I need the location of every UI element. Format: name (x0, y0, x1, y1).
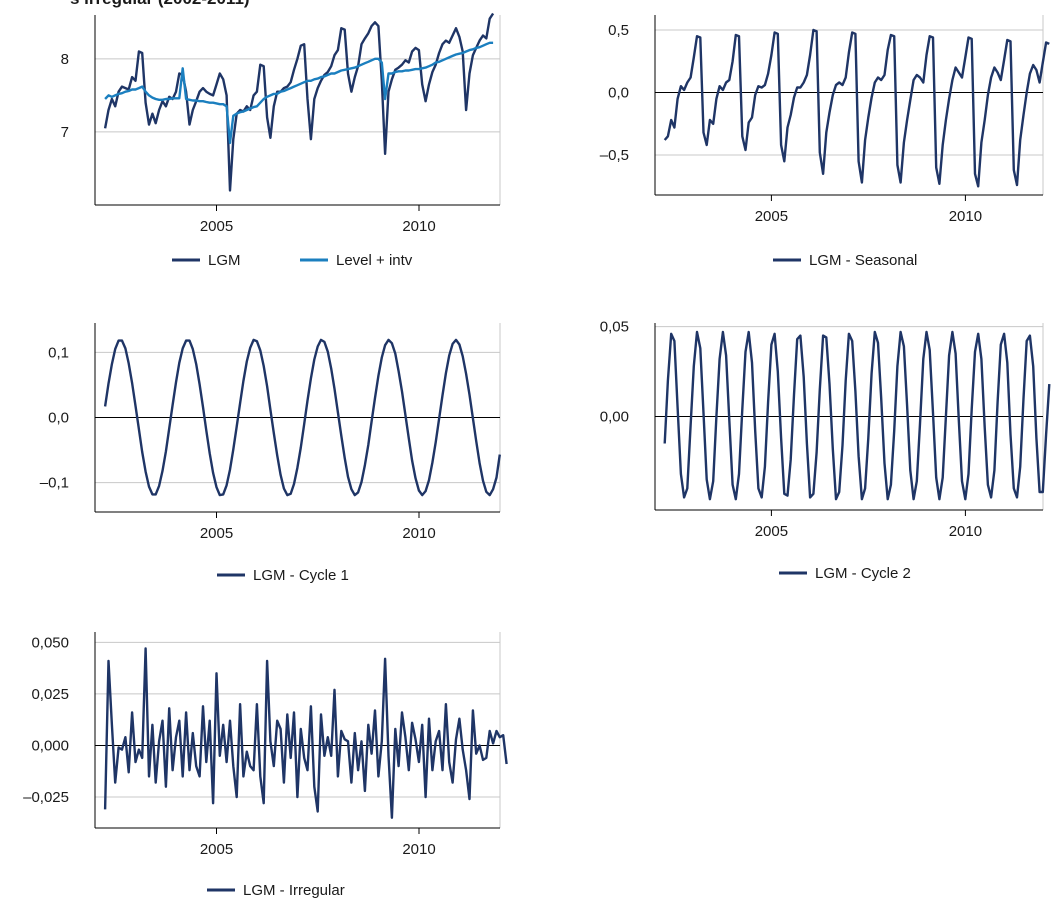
y-tick-label: 0,0 (608, 85, 629, 102)
chart-panel-cycle-2: 0,05 0,00 2005 2010 LGM - Cycle 2 (600, 319, 1051, 582)
y-tick-label: –0,1 (40, 475, 69, 492)
legend-label: LGM - Seasonal (809, 252, 917, 269)
panel-title-fragment: s irregular (2002-2011) (70, 0, 250, 8)
chart-panel-irregular: 0,050 0,025 0,000 –0,025 2005 2010 LGM - Irreg… (23, 632, 508, 899)
chart-panel-seasonal: 0,5 0,0 –0,5 2005 2010 LGM - Seasonal (600, 15, 1050, 269)
series-line (103, 647, 508, 819)
y-tick-label: –0,5 (600, 147, 629, 164)
series-line (663, 330, 1051, 501)
legend-label: LGM - Cycle 1 (253, 567, 349, 584)
x-tick-label: 2010 (402, 525, 435, 542)
series-line (103, 338, 501, 497)
y-tick-label: 7 (61, 124, 69, 141)
legend-label: LGM (208, 252, 241, 269)
x-tick-label: 2005 (200, 218, 233, 235)
x-tick-label: 2010 (402, 841, 435, 858)
chart-panel-cycle-1: 0,1 0,0 –0,1 2005 2010 LGM - Cycle 1 (40, 323, 501, 584)
y-tick-label: 0,000 (31, 737, 69, 754)
y-tick-label: 8 (61, 51, 69, 68)
x-tick-label: 2010 (949, 523, 982, 540)
chart-panel-lgm-level: 7 8 2005 2010 LGM Level + intv (61, 12, 501, 269)
x-tick-label: 2010 (949, 208, 982, 225)
x-tick-label: 2005 (200, 525, 233, 542)
series-line (103, 12, 495, 192)
y-tick-label: 0,00 (600, 409, 629, 426)
y-tick-label: 0,0 (48, 410, 69, 427)
y-tick-label: 0,050 (31, 634, 69, 651)
x-tick-label: 2005 (755, 523, 788, 540)
x-tick-label: 2010 (402, 218, 435, 235)
series-line (663, 28, 1050, 188)
legend-label: LGM - Cycle 2 (815, 565, 911, 582)
y-tick-label: 0,5 (608, 22, 629, 39)
legend-label: LGM - Irregular (243, 882, 345, 899)
y-tick-label: 0,025 (31, 686, 69, 703)
series-line (104, 41, 494, 145)
y-tick-label: –0,025 (23, 789, 69, 806)
legend-label: Level + intv (336, 252, 413, 269)
y-tick-label: 0,05 (600, 319, 629, 336)
x-tick-label: 2005 (755, 208, 788, 225)
y-tick-label: 0,1 (48, 344, 69, 361)
x-tick-label: 2005 (200, 841, 233, 858)
